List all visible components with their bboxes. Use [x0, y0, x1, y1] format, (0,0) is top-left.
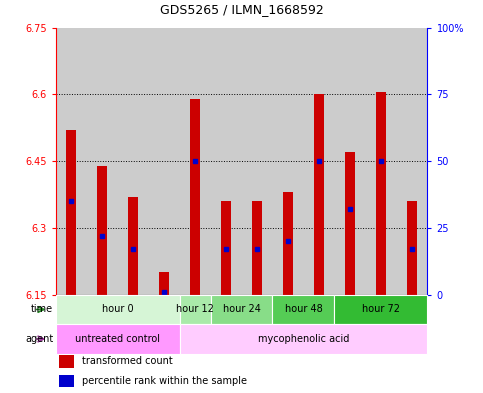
- Bar: [366, 28, 397, 295]
- Bar: [86, 28, 117, 295]
- Bar: [56, 295, 180, 324]
- Text: hour 72: hour 72: [362, 305, 400, 314]
- Text: percentile rank within the sample: percentile rank within the sample: [82, 376, 247, 386]
- Bar: [56, 324, 180, 354]
- Text: agent: agent: [25, 334, 53, 344]
- Text: mycophenolic acid: mycophenolic acid: [258, 334, 349, 344]
- Bar: [272, 28, 303, 295]
- Bar: [303, 28, 334, 295]
- Bar: [407, 201, 417, 295]
- Text: hour 0: hour 0: [102, 305, 133, 314]
- Bar: [211, 28, 242, 295]
- Bar: [66, 130, 76, 295]
- Text: hour 48: hour 48: [284, 305, 322, 314]
- Bar: [180, 324, 427, 354]
- Bar: [56, 28, 86, 295]
- Bar: [397, 28, 427, 295]
- Bar: [283, 192, 293, 295]
- Bar: [252, 201, 262, 295]
- Bar: [117, 28, 149, 295]
- Bar: [128, 197, 139, 295]
- Bar: [158, 272, 170, 295]
- Bar: [190, 99, 200, 295]
- Bar: [59, 355, 74, 368]
- Bar: [344, 152, 355, 295]
- Bar: [211, 295, 272, 324]
- Bar: [97, 165, 107, 295]
- Text: time: time: [31, 305, 53, 314]
- Text: hour 24: hour 24: [223, 305, 260, 314]
- Bar: [313, 94, 325, 295]
- Bar: [180, 295, 211, 324]
- Bar: [221, 201, 231, 295]
- Bar: [149, 28, 180, 295]
- Bar: [272, 295, 334, 324]
- Text: hour 12: hour 12: [176, 305, 214, 314]
- Bar: [376, 92, 386, 295]
- Bar: [242, 28, 272, 295]
- Text: untreated control: untreated control: [75, 334, 160, 344]
- Bar: [180, 28, 211, 295]
- Bar: [334, 28, 366, 295]
- Bar: [334, 295, 427, 324]
- Bar: [59, 375, 74, 387]
- Text: transformed count: transformed count: [82, 356, 172, 367]
- Text: GDS5265 / ILMN_1668592: GDS5265 / ILMN_1668592: [159, 3, 324, 16]
